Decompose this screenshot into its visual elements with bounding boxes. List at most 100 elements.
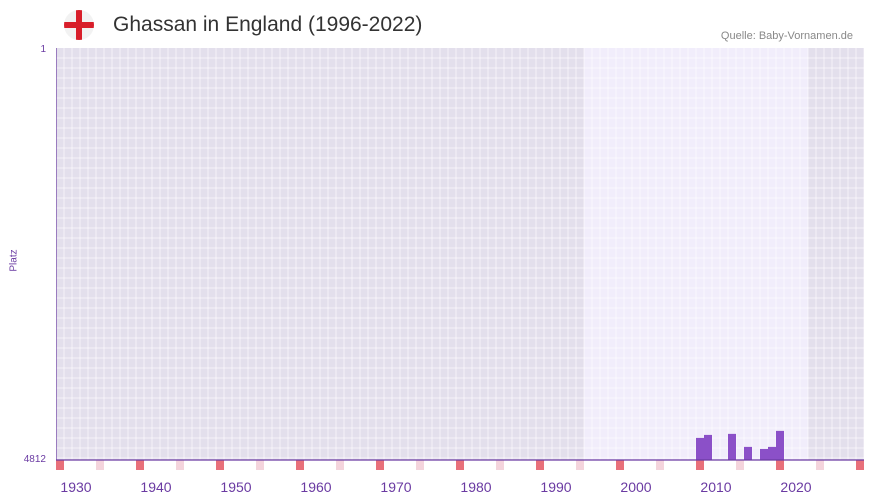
year-column	[584, 48, 592, 460]
year-column	[824, 48, 832, 460]
year-column	[800, 48, 808, 460]
year-column	[304, 48, 312, 460]
year-column	[184, 48, 192, 460]
year-column	[768, 48, 776, 460]
year-column	[168, 48, 176, 460]
bar-2009	[704, 434, 712, 460]
year-column	[208, 48, 216, 460]
year-column	[256, 48, 264, 460]
year-column	[272, 48, 280, 460]
year-column	[128, 48, 136, 460]
year-column	[552, 48, 560, 460]
decade-marker	[176, 460, 184, 470]
year-column	[120, 48, 128, 460]
year-column	[112, 48, 120, 460]
x-tick-1930: 1930	[60, 479, 91, 495]
year-column	[760, 48, 768, 460]
decade-marker	[856, 460, 864, 470]
x-tick-1960: 1960	[300, 479, 331, 495]
y-tick-top: 1	[40, 44, 46, 55]
year-column	[832, 48, 840, 460]
decade-marker	[256, 460, 264, 470]
england-flag-icon	[64, 10, 94, 40]
year-column	[568, 48, 576, 460]
year-column	[136, 48, 144, 460]
year-column	[848, 48, 856, 460]
year-column	[408, 48, 416, 460]
x-tick-1990: 1990	[540, 479, 571, 495]
year-column	[280, 48, 288, 460]
year-column	[728, 48, 736, 460]
year-column	[320, 48, 328, 460]
source-credit: Quelle: Baby-Vornamen.de	[720, 30, 853, 42]
decade-marker	[536, 460, 544, 470]
year-column	[384, 48, 392, 460]
year-column	[736, 48, 744, 460]
decade-marker	[96, 460, 104, 470]
bar-2008	[696, 437, 704, 460]
year-column	[56, 48, 64, 460]
year-column	[424, 48, 432, 460]
x-tick-1970: 1970	[380, 479, 411, 495]
year-column	[472, 48, 480, 460]
decade-marker	[416, 460, 424, 470]
x-tick-2020: 2020	[780, 479, 811, 495]
year-column	[696, 48, 704, 460]
year-column	[392, 48, 400, 460]
year-column	[520, 48, 528, 460]
year-column	[688, 48, 696, 460]
year-column	[600, 48, 608, 460]
year-column	[776, 48, 784, 460]
decade-marker	[496, 460, 504, 470]
year-column	[856, 48, 864, 460]
chart-title: Ghassan in England (1996-2022)	[113, 13, 423, 36]
year-column	[640, 48, 648, 460]
year-column	[664, 48, 672, 460]
year-column	[448, 48, 456, 460]
x-tick-2000: 2000	[620, 479, 651, 495]
decade-marker	[56, 460, 64, 470]
year-column	[840, 48, 848, 460]
year-column	[504, 48, 512, 460]
year-column	[104, 48, 112, 460]
bar-2016	[760, 448, 768, 460]
year-column	[240, 48, 248, 460]
year-column	[744, 48, 752, 460]
year-column	[784, 48, 792, 460]
year-column	[336, 48, 344, 460]
year-column	[752, 48, 760, 460]
y-axis-label: Platz	[8, 249, 20, 272]
year-column	[200, 48, 208, 460]
bar-2012	[728, 433, 736, 460]
decade-marker	[376, 460, 384, 470]
decade-marker	[616, 460, 624, 470]
year-column	[416, 48, 424, 460]
year-column	[808, 48, 816, 460]
decade-marker	[656, 460, 664, 470]
decade-marker	[336, 460, 344, 470]
year-column	[672, 48, 680, 460]
x-tick-2010: 2010	[700, 479, 731, 495]
decade-marker	[216, 460, 224, 470]
year-column	[80, 48, 88, 460]
year-column	[488, 48, 496, 460]
year-column	[144, 48, 152, 460]
year-column	[624, 48, 632, 460]
y-tick-bottom: 4812	[23, 454, 46, 465]
year-column	[160, 48, 168, 460]
year-column	[704, 48, 712, 460]
year-column	[192, 48, 200, 460]
decade-marker	[296, 460, 304, 470]
year-column	[592, 48, 600, 460]
year-column	[88, 48, 96, 460]
year-column	[248, 48, 256, 460]
year-column	[344, 48, 352, 460]
year-column	[512, 48, 520, 460]
year-column	[328, 48, 336, 460]
year-column	[680, 48, 688, 460]
bar-2018	[776, 430, 784, 460]
year-column	[152, 48, 160, 460]
x-tick-1940: 1940	[140, 479, 171, 495]
x-tick-1980: 1980	[460, 479, 491, 495]
year-column	[368, 48, 376, 460]
